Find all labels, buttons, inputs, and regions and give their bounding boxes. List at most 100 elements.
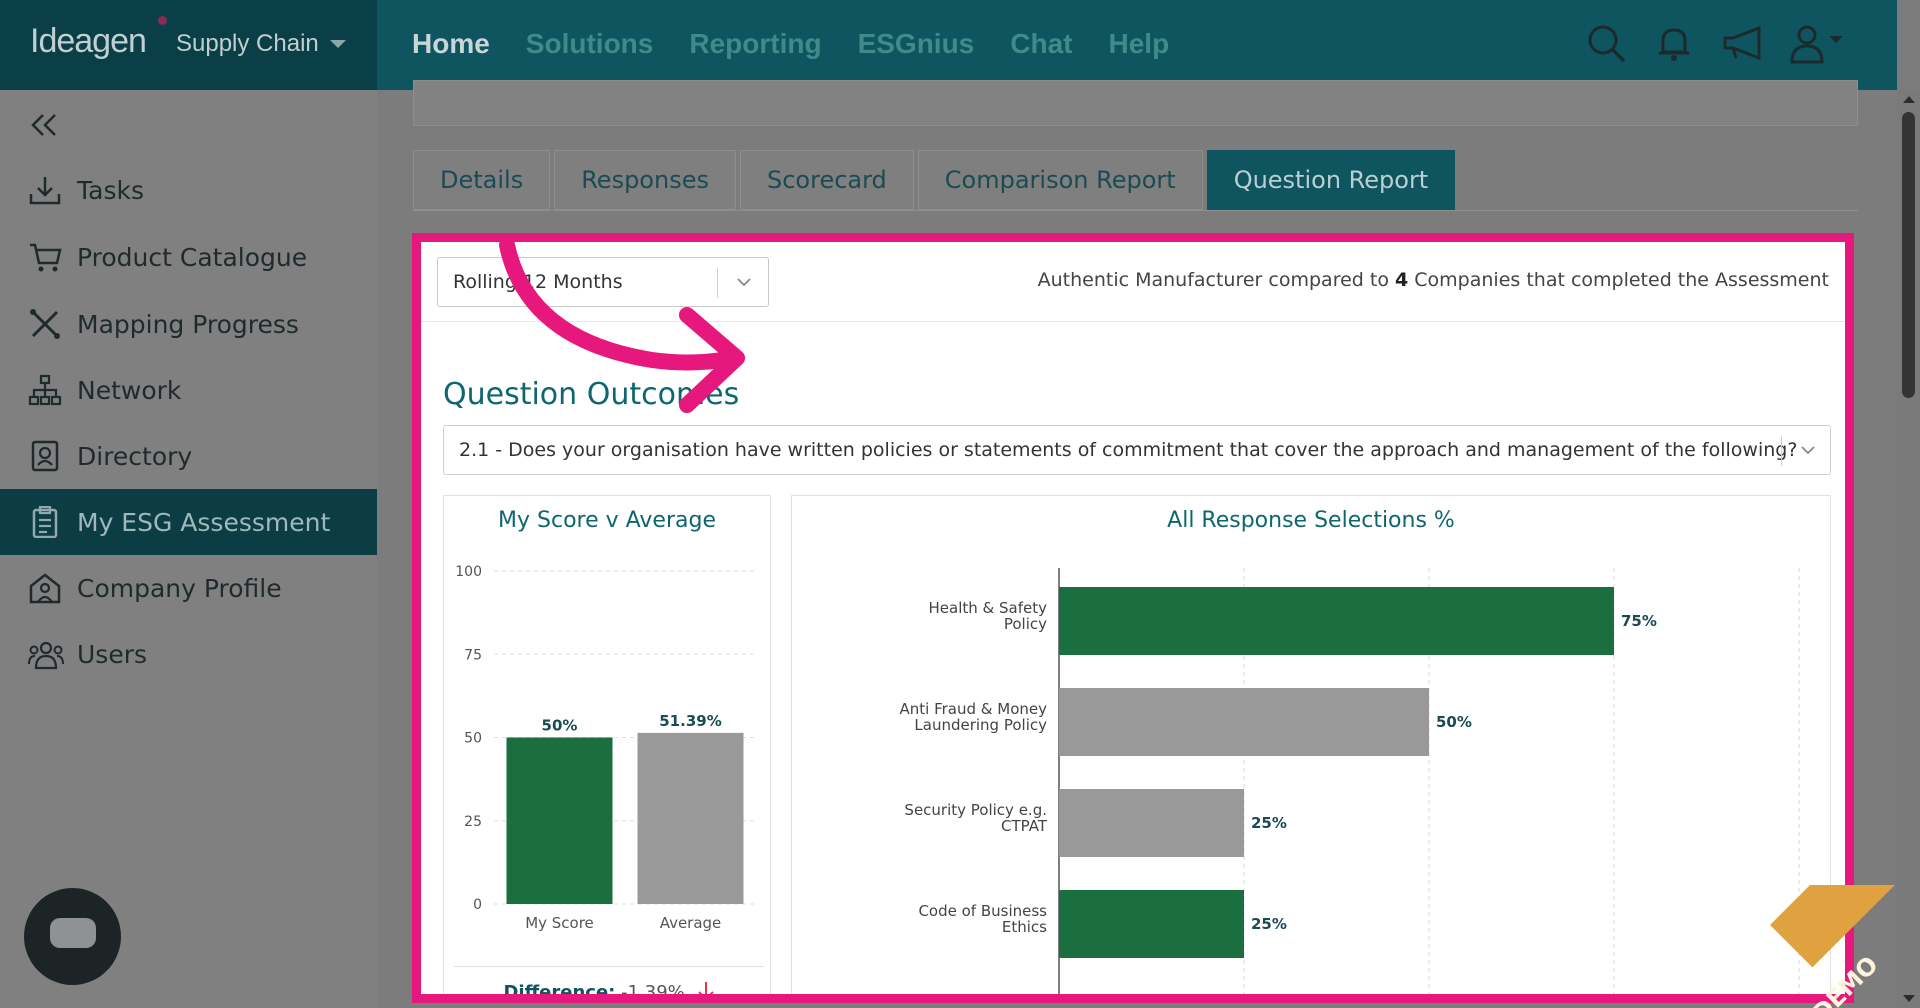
collapse-sidebar-icon[interactable]	[30, 112, 58, 142]
bar	[637, 732, 744, 904]
company-count: 4	[1395, 269, 1409, 291]
previous-card	[413, 80, 1858, 126]
comparison-summary: Authentic Manufacturer compared to 4 Com…	[1037, 269, 1829, 291]
nav-reporting[interactable]: Reporting	[689, 28, 822, 59]
chevron-down-icon	[1800, 442, 1816, 458]
chat-bubble-icon	[50, 918, 96, 948]
y-tick-label: 0	[473, 897, 482, 913]
x-tick-label: Average	[660, 914, 722, 932]
brand-switcher[interactable]: Ideagen Supply Chain	[0, 0, 377, 90]
tabs-divider	[413, 210, 1858, 211]
data-label: 50%	[542, 717, 578, 735]
top-icons	[1585, 22, 1845, 64]
sidebar-item-label: Tasks	[77, 175, 144, 205]
bar	[506, 737, 613, 904]
sidebar-item-users[interactable]: Users	[0, 621, 377, 687]
y-tick-label: 50	[464, 731, 482, 747]
sidebar-item-my-esg-assessment[interactable]: My ESG Assessment	[0, 489, 377, 555]
tab-details[interactable]: Details	[413, 150, 551, 210]
nav-chat[interactable]: Chat	[1010, 28, 1073, 59]
arrow-down-icon	[697, 982, 714, 994]
difference-row: Difference: -1.39%	[454, 966, 764, 1003]
x-tick-label: My Score	[525, 914, 594, 932]
sidebar-item-tasks[interactable]: Tasks	[0, 157, 377, 223]
question-select[interactable]: 2.1 - Does your organisation have writte…	[443, 425, 1831, 475]
sidebar-item-company-profile[interactable]: Company Profile	[0, 555, 377, 621]
question-report-panel: Rolling 12 Months Authentic Manufacturer…	[412, 233, 1854, 1003]
tab-comparison-report[interactable]: Comparison Report	[917, 150, 1203, 210]
data-label: 75%	[1621, 612, 1657, 630]
page-scrollbar[interactable]	[1897, 90, 1920, 1008]
nav-help[interactable]: Help	[1108, 28, 1170, 59]
report-tabs: Details Responses Scorecard Comparison R…	[413, 150, 1456, 210]
download-tray-icon	[28, 174, 62, 206]
building-icon	[28, 572, 62, 604]
sidebar-item-label: Product Catalogue	[77, 242, 308, 272]
all-response-selections-chart: 75% Health & Safety Policy 50% Anti Fraud & …	[900, 568, 1800, 994]
top-navigation-bar: Ideagen Supply Chain Home Solutions Repo…	[0, 0, 1897, 90]
sidebar-item-label: Network	[77, 375, 182, 405]
clipboard-icon	[28, 505, 62, 539]
sidebar-item-label: Mapping Progress	[77, 309, 299, 339]
demo-band	[1770, 885, 1905, 968]
all-response-selections-card: All Response Selections % 75% Health & Sa…	[791, 495, 1831, 994]
mapping-icon	[28, 308, 62, 340]
data-label: 25%	[1251, 814, 1287, 832]
y-tick-label: 75	[464, 647, 482, 663]
difference-label: Difference:	[503, 982, 616, 1003]
network-icon	[28, 374, 62, 406]
scrollbar-thumb[interactable]	[1902, 112, 1915, 398]
data-label: 50%	[1436, 713, 1472, 731]
chat-launcher-button[interactable]	[24, 888, 121, 985]
sidebar-item-directory[interactable]: Directory	[0, 423, 377, 489]
question-select-value: 2.1 - Does your organisation have writte…	[459, 439, 1798, 461]
sidebar: Tasks Product Catalogue Mapping Progress…	[0, 90, 377, 1008]
category-label: Code of Business Ethics	[918, 902, 1047, 936]
tab-responses[interactable]: Responses	[554, 150, 736, 210]
bar	[1059, 587, 1614, 655]
bar	[1059, 688, 1429, 756]
cart-icon	[28, 241, 62, 273]
nav-solutions[interactable]: Solutions	[525, 28, 654, 59]
difference-value: -1.39%	[621, 982, 685, 1003]
nav-esgnius[interactable]: ESGnius	[857, 28, 975, 59]
bell-icon[interactable]	[1653, 22, 1695, 64]
score-vs-average-card: My Score v Average 0 25 50 75 100 50% My Score…	[443, 495, 771, 1003]
sidebar-item-network[interactable]: Network	[0, 357, 377, 423]
filter-row: Rolling 12 Months Authentic Manufacturer…	[421, 242, 1845, 322]
sidebar-item-mapping-progress[interactable]: Mapping Progress	[0, 291, 377, 357]
category-label: Anti Fraud & Money Laundering Policy	[900, 700, 1048, 734]
bar	[1059, 789, 1244, 857]
sidebar-item-label: Directory	[77, 441, 193, 471]
y-tick-label: 25	[464, 814, 482, 830]
megaphone-icon[interactable]	[1721, 22, 1763, 64]
chevron-down-icon	[330, 40, 346, 48]
period-select[interactable]: Rolling 12 Months	[437, 257, 769, 307]
nav-home[interactable]: Home	[412, 28, 490, 59]
user-account-icon[interactable]	[1789, 22, 1845, 64]
scroll-up-icon[interactable]	[1903, 96, 1915, 103]
select-separator	[717, 268, 718, 298]
period-select-value: Rolling 12 Months	[453, 271, 623, 293]
y-tick-label: 100	[455, 564, 482, 580]
score-vs-average-chart: 0 25 50 75 100 50% My Score 51.39% Average	[455, 564, 756, 932]
main-nav: Home Solutions Reporting ESGnius Chat He…	[412, 28, 1169, 60]
score-chart-title: My Score v Average	[498, 508, 716, 533]
sidebar-item-label: Company Profile	[77, 573, 282, 603]
tab-scorecard[interactable]: Scorecard	[739, 150, 914, 210]
main-content: Details Responses Scorecard Comparison R…	[377, 80, 1897, 1008]
ideagen-logo: Ideagen	[30, 16, 167, 61]
bar	[1059, 890, 1244, 958]
demo-ribbon: DEMO	[1745, 885, 1905, 1008]
select-separator	[1781, 436, 1782, 466]
chevron-down-icon	[736, 274, 752, 290]
users-icon	[28, 638, 64, 670]
directory-icon	[28, 440, 62, 472]
sidebar-item-label: My ESG Assessment	[77, 507, 331, 537]
search-icon[interactable]	[1585, 22, 1627, 64]
sidebar-item-product-catalogue[interactable]: Product Catalogue	[0, 224, 377, 290]
scroll-down-icon[interactable]	[1903, 995, 1915, 1002]
tab-question-report[interactable]: Question Report	[1206, 150, 1456, 210]
responses-chart-title: All Response Selections %	[1167, 508, 1455, 533]
data-label: 25%	[1251, 915, 1287, 933]
